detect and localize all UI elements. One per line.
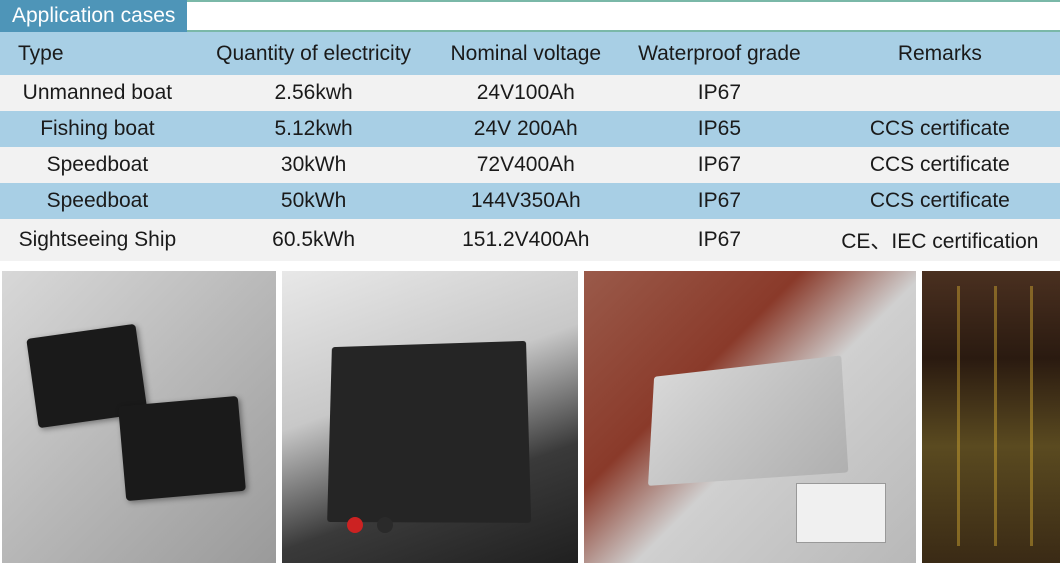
col-qty: Quantity of electricity xyxy=(195,32,433,75)
cell-qty: 2.56kwh xyxy=(195,75,433,111)
cell-grade: IP67 xyxy=(619,183,820,219)
table-row: Speedboat 50kWh 144V350Ah IP67 CCS certi… xyxy=(0,183,1060,219)
cell-voltage: 72V400Ah xyxy=(432,147,619,183)
cell-qty: 50kWh xyxy=(195,183,433,219)
cell-grade: IP67 xyxy=(619,147,820,183)
cell-remarks: CCS certificate xyxy=(820,111,1060,147)
product-image-2 xyxy=(282,271,578,563)
col-voltage: Nominal voltage xyxy=(432,32,619,75)
table-row: Fishing boat 5.12kwh 24V 200Ah IP65 CCS … xyxy=(0,111,1060,147)
section-title: Application cases xyxy=(0,0,187,32)
table-header-row: Type Quantity of electricity Nominal vol… xyxy=(0,32,1060,75)
product-images-row xyxy=(0,269,1060,565)
cell-remarks: CCS certificate xyxy=(820,183,1060,219)
cell-remarks: CE、IEC certification xyxy=(820,219,1060,261)
cell-voltage: 151.2V400Ah xyxy=(432,219,619,261)
col-type: Type xyxy=(0,32,195,75)
product-image-1 xyxy=(2,271,276,563)
table-row: Speedboat 30kWh 72V400Ah IP67 CCS certif… xyxy=(0,147,1060,183)
cell-grade: IP65 xyxy=(619,111,820,147)
cell-grade: IP67 xyxy=(619,75,820,111)
table-row: Unmanned boat 2.56kwh 24V100Ah IP67 xyxy=(0,75,1060,111)
product-image-3 xyxy=(584,271,916,563)
table-row: Sightseeing Ship 60.5kWh 151.2V400Ah IP6… xyxy=(0,219,1060,261)
title-wrap: Application cases xyxy=(0,0,1060,32)
application-cases-table: Type Quantity of electricity Nominal vol… xyxy=(0,32,1060,261)
cell-voltage: 24V 200Ah xyxy=(432,111,619,147)
cell-voltage: 24V100Ah xyxy=(432,75,619,111)
cell-qty: 5.12kwh xyxy=(195,111,433,147)
cell-type: Speedboat xyxy=(0,183,195,219)
cell-voltage: 144V350Ah xyxy=(432,183,619,219)
product-image-4 xyxy=(922,271,1060,563)
cell-qty: 60.5kWh xyxy=(195,219,433,261)
cell-type: Fishing boat xyxy=(0,111,195,147)
col-remarks: Remarks xyxy=(820,32,1060,75)
cell-remarks xyxy=(820,75,1060,111)
col-grade: Waterproof grade xyxy=(619,32,820,75)
cell-qty: 30kWh xyxy=(195,147,433,183)
cell-type: Unmanned boat xyxy=(0,75,195,111)
cell-grade: IP67 xyxy=(619,219,820,261)
cell-type: Speedboat xyxy=(0,147,195,183)
cell-type: Sightseeing Ship xyxy=(0,219,195,261)
cell-remarks: CCS certificate xyxy=(820,147,1060,183)
